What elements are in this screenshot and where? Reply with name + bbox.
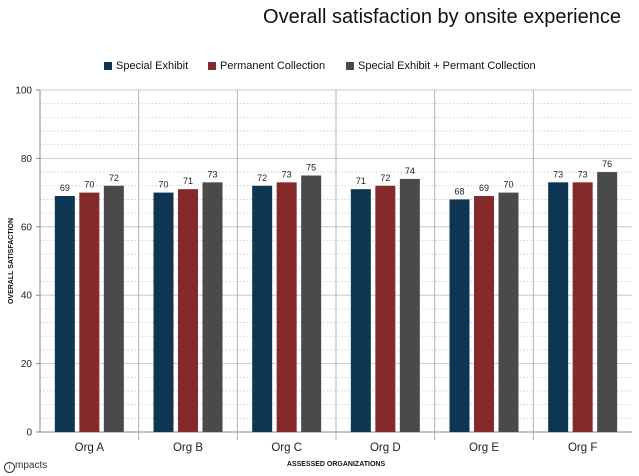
- legend-swatch-permanent-collection: [208, 62, 216, 70]
- data-label: 71: [183, 176, 193, 186]
- legend-item-combined: Special Exhibit + Permant Collection: [346, 60, 536, 72]
- legend-label-permanent-collection: Permanent Collection: [220, 60, 326, 72]
- bar: [276, 182, 297, 432]
- legend-item-permanent-collection: Permanent Collection: [208, 60, 325, 72]
- legend-label-special-exhibit: Special Exhibit: [116, 60, 189, 72]
- bar: [103, 185, 124, 432]
- chart-title: Overall satisfaction by onsite experienc…: [263, 6, 621, 28]
- y-tick-label: 0: [26, 428, 32, 439]
- y-tick-label: 40: [21, 291, 33, 302]
- x-tick-label: Org A: [75, 442, 105, 454]
- data-label: 70: [84, 180, 94, 190]
- x-axis-title: ASSESSED ORGANIZATIONS: [287, 461, 386, 468]
- legend-label-combined: Special Exhibit + Permant Collection: [358, 60, 536, 72]
- bar: [153, 192, 174, 432]
- x-tick-label: Org D: [370, 442, 401, 454]
- bar: [79, 192, 100, 432]
- bar: [202, 182, 223, 432]
- bar: [252, 185, 273, 432]
- bar: [301, 175, 322, 432]
- bar: [449, 199, 470, 432]
- data-label: 69: [60, 183, 70, 193]
- y-tick-label: 100: [15, 86, 32, 97]
- x-tick-label: Org B: [173, 442, 203, 454]
- bar: [572, 182, 593, 432]
- legend-item-special-exhibit: Special Exhibit: [104, 60, 188, 72]
- data-label: 69: [479, 183, 489, 193]
- data-label: 74: [405, 166, 415, 176]
- bar: [399, 178, 420, 432]
- data-label: 73: [578, 169, 588, 179]
- data-label: 71: [356, 176, 366, 186]
- x-tick-label: Org E: [469, 442, 499, 454]
- y-tick-label: 80: [21, 154, 33, 165]
- logo-glyph: i: [4, 462, 15, 473]
- bar: [548, 182, 569, 432]
- data-label: 68: [454, 186, 464, 196]
- bar: [375, 185, 396, 432]
- data-label: 72: [380, 173, 390, 183]
- data-label: 73: [282, 169, 292, 179]
- bar: [350, 189, 371, 432]
- y-tick-label: 60: [21, 222, 33, 233]
- data-label: 75: [306, 163, 316, 173]
- data-label: 73: [207, 169, 217, 179]
- y-axis-title: OVERALL SATISFACTION: [8, 218, 15, 304]
- data-label: 70: [158, 180, 168, 190]
- data-label: 70: [503, 180, 513, 190]
- x-tick-label: Org C: [271, 442, 302, 454]
- bar: [597, 172, 618, 432]
- bar: [178, 189, 198, 432]
- x-tick-label: Org F: [568, 442, 597, 454]
- data-label: 76: [602, 159, 612, 169]
- bar: [498, 192, 519, 432]
- legend-swatch-combined: [346, 62, 354, 70]
- data-label: 73: [553, 169, 563, 179]
- y-tick-label: 20: [21, 359, 33, 370]
- logo-text: mpacts: [15, 460, 48, 471]
- bar: [54, 196, 75, 432]
- bar: [474, 196, 494, 432]
- logo: i mpacts: [4, 460, 47, 473]
- data-label: 72: [109, 173, 119, 183]
- legend: Special Exhibit Permanent Collection Spe…: [0, 60, 639, 76]
- legend-swatch-special-exhibit: [104, 62, 112, 70]
- data-label: 72: [257, 173, 267, 183]
